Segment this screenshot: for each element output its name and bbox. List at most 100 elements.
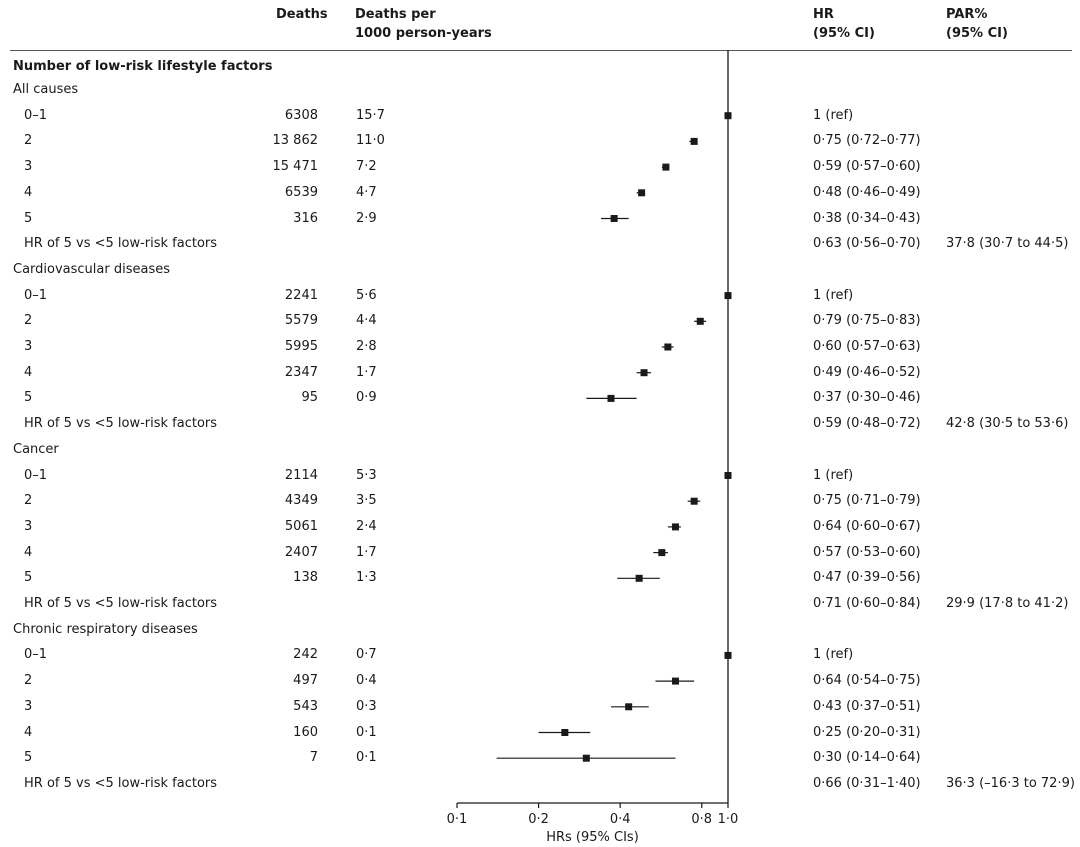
hr-header-line1: HR: [813, 7, 834, 22]
row-label: 4: [24, 184, 33, 200]
summary-label: HR of 5 vs <5 low-risk factors: [24, 236, 218, 252]
deaths-value: 6539: [284, 184, 318, 200]
deaths-value: 4349: [284, 493, 318, 509]
rate-value: 2·8: [356, 339, 377, 354]
group-label: Cancer: [13, 441, 59, 457]
x-tick-label: 0·1: [447, 812, 468, 827]
summary-hr-value: 0·63 (0·56–0·70): [813, 236, 921, 252]
group-label: Cardiovascular diseases: [13, 261, 170, 277]
summary-par-value: 37·8 (30·7 to 44·5): [946, 236, 1069, 252]
hr-marker: [658, 549, 666, 557]
hr-value: 0·48 (0·46–0·49): [813, 184, 921, 200]
hr-marker: [635, 574, 643, 582]
summary-label: HR of 5 vs <5 low-risk factors: [24, 596, 218, 611]
hr-value: 0·43 (0·37–0·51): [813, 698, 921, 714]
row-label: 0–1: [24, 287, 48, 303]
hr-marker: [610, 215, 618, 222]
deaths-header: Deaths: [276, 7, 328, 22]
rate-value: 3·5: [356, 493, 377, 509]
header-divider: [10, 50, 1072, 51]
hr-value: 0·47 (0·39–0·56): [813, 570, 921, 586]
rate-value: 1·7: [356, 364, 377, 380]
rate-value: 1·3: [356, 570, 377, 586]
hr-marker: [690, 137, 698, 145]
hr-value: 1 (ref): [813, 107, 854, 123]
deaths-value: 242: [293, 647, 318, 663]
deaths-value: 543: [293, 698, 318, 714]
deaths-value: 5995: [284, 339, 318, 354]
summary-label: HR of 5 vs <5 low-risk factors: [24, 416, 218, 432]
summary-hr-value: 0·59 (0·48–0·72): [813, 416, 921, 432]
x-tick-label: 0·2: [528, 812, 549, 827]
deaths-value: 138: [293, 570, 318, 586]
rate-value: 2·4: [356, 518, 377, 534]
hr-header-line2: (95% CI): [813, 26, 875, 41]
summary-par-value: 29·9 (17·8 to 41·2): [946, 596, 1069, 611]
row-label: 3: [24, 339, 33, 354]
hr-value: 0·64 (0·60–0·67): [813, 518, 921, 534]
hr-value: 0·30 (0·14–0·64): [813, 750, 921, 766]
row-label: 5: [24, 210, 33, 226]
row-label: 2: [24, 493, 33, 509]
hr-value: 1 (ref): [813, 647, 854, 663]
rate-value: 4·4: [356, 313, 377, 329]
rate-value: 15·7: [356, 107, 385, 123]
rate-value: 5·3: [356, 467, 377, 483]
rate-header-line1: Deaths per: [355, 7, 436, 22]
summary-par-value: 42·8 (30·5 to 53·6): [946, 416, 1069, 432]
rate-value: 0·1: [356, 724, 377, 740]
deaths-value: 2407: [284, 544, 318, 560]
row-label: 5: [24, 750, 33, 766]
row-label: 0–1: [24, 107, 48, 123]
table-title: Number of low-risk lifestyle factors: [13, 59, 273, 74]
hr-marker: [640, 369, 648, 377]
hr-marker: [671, 523, 679, 531]
rate-value: 0·4: [356, 673, 377, 689]
rate-value: 11·0: [356, 133, 385, 149]
hr-marker: [607, 394, 615, 402]
row-label: 3: [24, 698, 33, 714]
rate-value: 0·7: [356, 647, 377, 663]
row-label: 3: [24, 518, 33, 534]
hr-value: 0·49 (0·46–0·52): [813, 364, 921, 380]
group-label: Chronic respiratory diseases: [13, 621, 198, 637]
hr-marker: [664, 343, 672, 351]
rate-header-line2: 1000 person-years: [355, 26, 492, 41]
deaths-value: 5579: [284, 313, 318, 329]
row-label: 4: [24, 724, 33, 740]
rate-value: 1·7: [356, 544, 377, 560]
deaths-value: 95: [301, 390, 318, 406]
summary-hr-value: 0·66 (0·31–1·40): [813, 775, 921, 791]
hr-value: 0·75 (0·72–0·77): [813, 133, 921, 149]
deaths-value: 2241: [284, 287, 318, 303]
hr-value: 0·37 (0·30–0·46): [813, 390, 921, 406]
x-axis-label: HRs (95% CIs): [546, 830, 639, 845]
summary-hr-value: 0·71 (0·60–0·84): [813, 596, 921, 611]
hr-marker: [638, 189, 646, 197]
par-header-line2: (95% CI): [946, 26, 1008, 41]
summary-par-value: 36·3 (–16·3 to 72·9): [946, 775, 1075, 791]
row-label: 4: [24, 544, 33, 560]
hr-value: 1 (ref): [813, 287, 854, 303]
hr-value: 0·60 (0·57–0·63): [813, 339, 921, 354]
row-label: 5: [24, 390, 33, 406]
deaths-value: 6308: [284, 107, 318, 123]
deaths-value: 5061: [284, 518, 318, 534]
hr-marker: [696, 317, 704, 325]
hr-value: 0·59 (0·57–0·60): [813, 159, 921, 175]
par-header-line1: PAR%: [946, 7, 988, 22]
hr-value: 0·79 (0·75–0·83): [813, 313, 921, 329]
rate-value: 7·2: [356, 159, 377, 175]
group-label: All causes: [13, 82, 79, 97]
hr-marker: [671, 677, 679, 685]
hr-marker: [561, 729, 569, 736]
rate-value: 5·6: [356, 287, 377, 303]
hr-value: 0·75 (0·71–0·79): [813, 493, 921, 509]
hr-value: 0·64 (0·54–0·75): [813, 673, 921, 689]
rate-value: 4·7: [356, 184, 377, 200]
x-tick-label: 1·0: [718, 812, 739, 827]
row-label: 2: [24, 133, 33, 149]
hr-value: 0·57 (0·53–0·60): [813, 544, 921, 560]
row-label: 3: [24, 159, 33, 175]
